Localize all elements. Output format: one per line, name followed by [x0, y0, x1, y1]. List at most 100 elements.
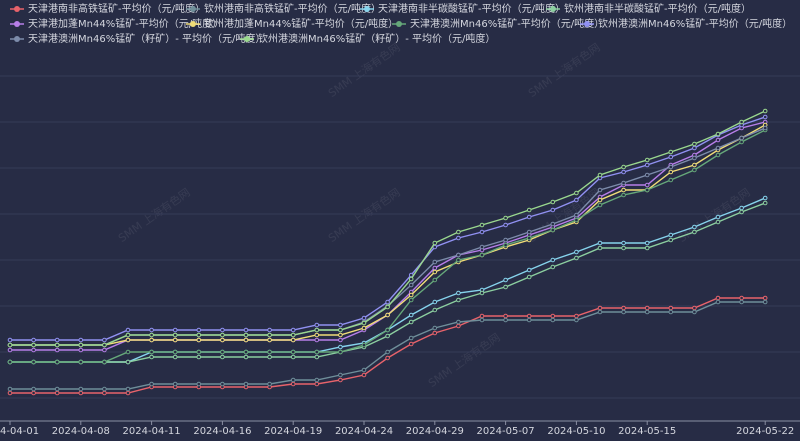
point — [715, 152, 721, 158]
point — [7, 390, 13, 396]
point — [314, 332, 320, 338]
point — [574, 249, 579, 255]
point — [621, 164, 626, 170]
point — [739, 205, 744, 211]
point — [125, 327, 131, 333]
point — [503, 284, 508, 290]
point — [267, 349, 272, 355]
point — [644, 245, 650, 251]
point — [31, 337, 36, 343]
point — [172, 349, 178, 355]
point — [692, 162, 697, 168]
point — [668, 232, 674, 238]
point — [243, 337, 249, 343]
point — [267, 327, 272, 333]
point — [220, 337, 225, 343]
x-tick-label: 2024-05-22 — [736, 426, 794, 437]
point — [408, 341, 414, 347]
x-tick-label: 2024-04-01 — [0, 426, 39, 437]
point — [338, 377, 343, 383]
point — [314, 349, 320, 355]
point — [338, 349, 343, 355]
point — [125, 349, 131, 355]
x-tick-label: 2024-04-16 — [193, 426, 251, 437]
point — [78, 386, 84, 392]
legend-label: 钦州港南非半碳酸锰矿-平均价（元/吨度） — [564, 2, 751, 15]
point — [243, 349, 249, 355]
point — [503, 277, 508, 283]
point — [267, 354, 272, 360]
point — [456, 252, 461, 258]
point — [550, 313, 556, 319]
point — [290, 337, 296, 343]
point — [125, 390, 131, 396]
legend-marker — [190, 21, 196, 27]
point — [739, 295, 744, 301]
point — [31, 390, 36, 396]
point — [290, 354, 296, 360]
point — [621, 169, 626, 175]
point — [102, 347, 107, 353]
point — [526, 267, 532, 273]
point — [526, 317, 532, 323]
point — [692, 167, 697, 173]
point — [54, 359, 60, 365]
legend-label: 天津港加蓬Mn44%锰矿-平均价（元/吨度） — [28, 17, 222, 30]
point — [479, 290, 485, 296]
point — [456, 235, 461, 241]
point — [31, 359, 36, 365]
point — [526, 313, 532, 319]
point — [172, 381, 178, 387]
x-tick-label: 2024-04-11 — [123, 426, 181, 437]
legend-marker — [364, 6, 370, 12]
legend-marker — [396, 21, 402, 27]
point — [715, 295, 721, 301]
point — [432, 269, 438, 275]
point — [574, 217, 579, 223]
point — [7, 347, 13, 353]
point — [597, 245, 603, 251]
point — [196, 332, 202, 338]
point — [408, 282, 414, 288]
point — [7, 386, 13, 392]
point — [621, 187, 626, 193]
point — [125, 359, 131, 365]
point — [739, 209, 744, 215]
point — [668, 154, 674, 160]
point — [385, 327, 390, 333]
point — [668, 169, 674, 175]
point — [550, 317, 556, 323]
point — [503, 215, 508, 221]
point — [149, 354, 154, 360]
point — [503, 237, 508, 243]
point — [597, 202, 603, 208]
point — [739, 135, 744, 141]
point — [479, 313, 485, 319]
point — [338, 344, 343, 350]
point — [361, 342, 367, 348]
point — [574, 255, 579, 261]
point — [432, 265, 438, 271]
point — [739, 299, 744, 305]
legend-label: 钦州港加蓬Mn44%锰矿-平均价（元/吨度） — [204, 17, 398, 30]
point — [31, 386, 36, 392]
point — [149, 349, 154, 355]
x-tick-label: 2024-04-08 — [52, 426, 110, 437]
point — [692, 155, 697, 161]
point — [78, 342, 84, 348]
point — [220, 327, 225, 333]
point — [456, 323, 461, 329]
point — [102, 359, 107, 365]
legend-label: 钦州港南非高铁锰矿-平均价（元/吨度） — [204, 2, 381, 15]
point — [432, 277, 438, 283]
point — [408, 312, 414, 318]
point — [456, 297, 461, 303]
point — [314, 354, 320, 360]
point — [361, 325, 367, 331]
point — [762, 125, 768, 131]
x-tick-label: 2024-04-24 — [335, 426, 393, 437]
point — [762, 108, 768, 114]
point — [125, 332, 131, 338]
point — [338, 332, 343, 338]
